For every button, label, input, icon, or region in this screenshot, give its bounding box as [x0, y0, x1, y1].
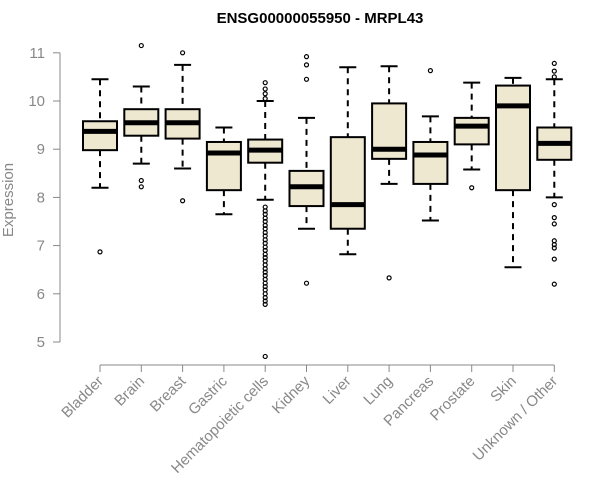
outlier-point — [551, 238, 557, 244]
outlier-point — [180, 50, 186, 56]
outlier-point — [303, 76, 310, 82]
box-group — [371, 65, 408, 281]
x-tick-label: Bladder — [58, 373, 107, 422]
y-axis-label: Expression — [0, 163, 17, 237]
y-tick-label: 8 — [37, 189, 45, 206]
outlier-point — [551, 221, 557, 227]
outlier-point — [551, 215, 557, 221]
boxes-group — [82, 42, 573, 360]
box-iqr — [453, 116, 490, 146]
outlier-point — [180, 198, 186, 204]
outlier-point — [303, 280, 310, 286]
y-tick-label: 10 — [28, 93, 45, 110]
outlier-point — [551, 245, 557, 251]
x-tick-label: Lung — [360, 373, 396, 409]
y-tick-label: 5 — [37, 334, 45, 351]
outlier-point — [262, 258, 268, 264]
outlier-point — [262, 80, 268, 86]
outlier-point — [97, 249, 103, 255]
outlier-point — [262, 218, 268, 225]
y-axis: 5 6 7 8 9 10 11 — [28, 45, 61, 351]
outlier-point — [551, 68, 557, 74]
outlier-point — [262, 353, 268, 360]
box-group — [329, 66, 366, 256]
outlier-point — [262, 298, 268, 304]
outlier-point — [262, 269, 268, 275]
box-group — [536, 60, 573, 287]
outlier-point — [469, 185, 475, 191]
box-group — [123, 42, 160, 190]
outlier-point — [262, 287, 268, 293]
outlier-point — [551, 74, 557, 80]
outlier-point — [262, 204, 268, 210]
outlier-point — [262, 272, 268, 279]
y-tick-label: 11 — [29, 45, 45, 62]
outlier-point — [262, 211, 268, 217]
x-tick-label: Brain — [111, 373, 148, 410]
outlier-point — [303, 54, 310, 60]
box-group — [495, 76, 531, 269]
outlier-point — [138, 184, 144, 190]
outlier-point — [262, 95, 268, 102]
box-iqr — [329, 136, 366, 230]
box-group — [247, 80, 284, 360]
outlier-point — [138, 42, 144, 49]
x-tick-label: Kidney — [269, 372, 314, 417]
outlier-point — [262, 233, 268, 239]
box-group — [82, 78, 118, 255]
outlier-point — [551, 202, 557, 208]
outlier-point — [427, 68, 433, 74]
box-group — [412, 68, 449, 222]
chart-title: ENSG00000055950 - MRPL43 — [217, 10, 424, 27]
outlier-point — [262, 301, 268, 308]
outlier-point — [551, 256, 557, 262]
outlier-point — [262, 91, 268, 97]
x-tick-label: Breast — [147, 372, 190, 415]
box-iqr — [205, 140, 242, 192]
y-tick-label: 7 — [37, 238, 45, 255]
outlier-point — [262, 247, 268, 254]
box-group — [288, 54, 325, 286]
outlier-point — [551, 281, 557, 287]
outlier-point — [551, 60, 557, 67]
y-tick-label: 9 — [37, 141, 45, 158]
x-tick-label: Prostate — [427, 373, 479, 425]
outlier-point — [262, 86, 268, 92]
x-tick-label: Skin — [487, 373, 520, 406]
box-group — [164, 50, 201, 204]
box-group — [453, 81, 490, 191]
outlier-point — [262, 283, 268, 290]
outlier-point — [303, 62, 310, 68]
box-iqr — [82, 120, 118, 152]
box-iqr — [412, 140, 449, 185]
x-tick-label: Liver — [320, 373, 355, 408]
box-iqr — [495, 84, 531, 192]
outlier-point — [262, 255, 268, 261]
outlier-point — [262, 226, 268, 232]
y-tick-label: 6 — [37, 286, 45, 303]
box-group — [205, 126, 242, 216]
outlier-point — [138, 177, 144, 184]
outlier-point — [386, 275, 392, 281]
outlier-point — [262, 240, 268, 246]
